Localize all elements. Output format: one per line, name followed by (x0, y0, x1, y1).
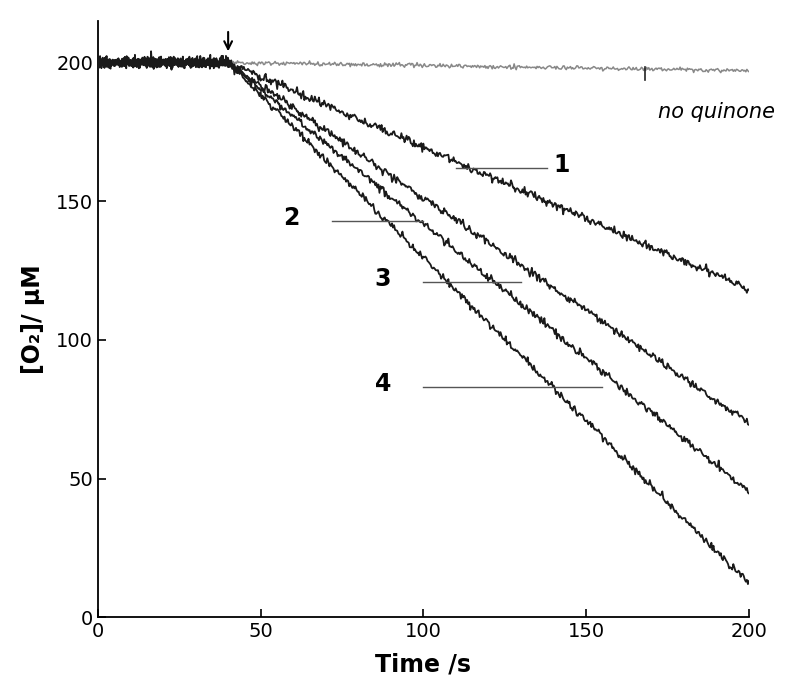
Text: 2: 2 (283, 206, 300, 230)
X-axis label: Time /s: Time /s (375, 652, 471, 676)
Text: 3: 3 (374, 267, 391, 291)
Y-axis label: [O₂]/ μM: [O₂]/ μM (21, 264, 45, 374)
Text: no quinone: no quinone (658, 102, 775, 123)
Text: 1: 1 (554, 153, 570, 177)
Text: 4: 4 (374, 372, 391, 396)
